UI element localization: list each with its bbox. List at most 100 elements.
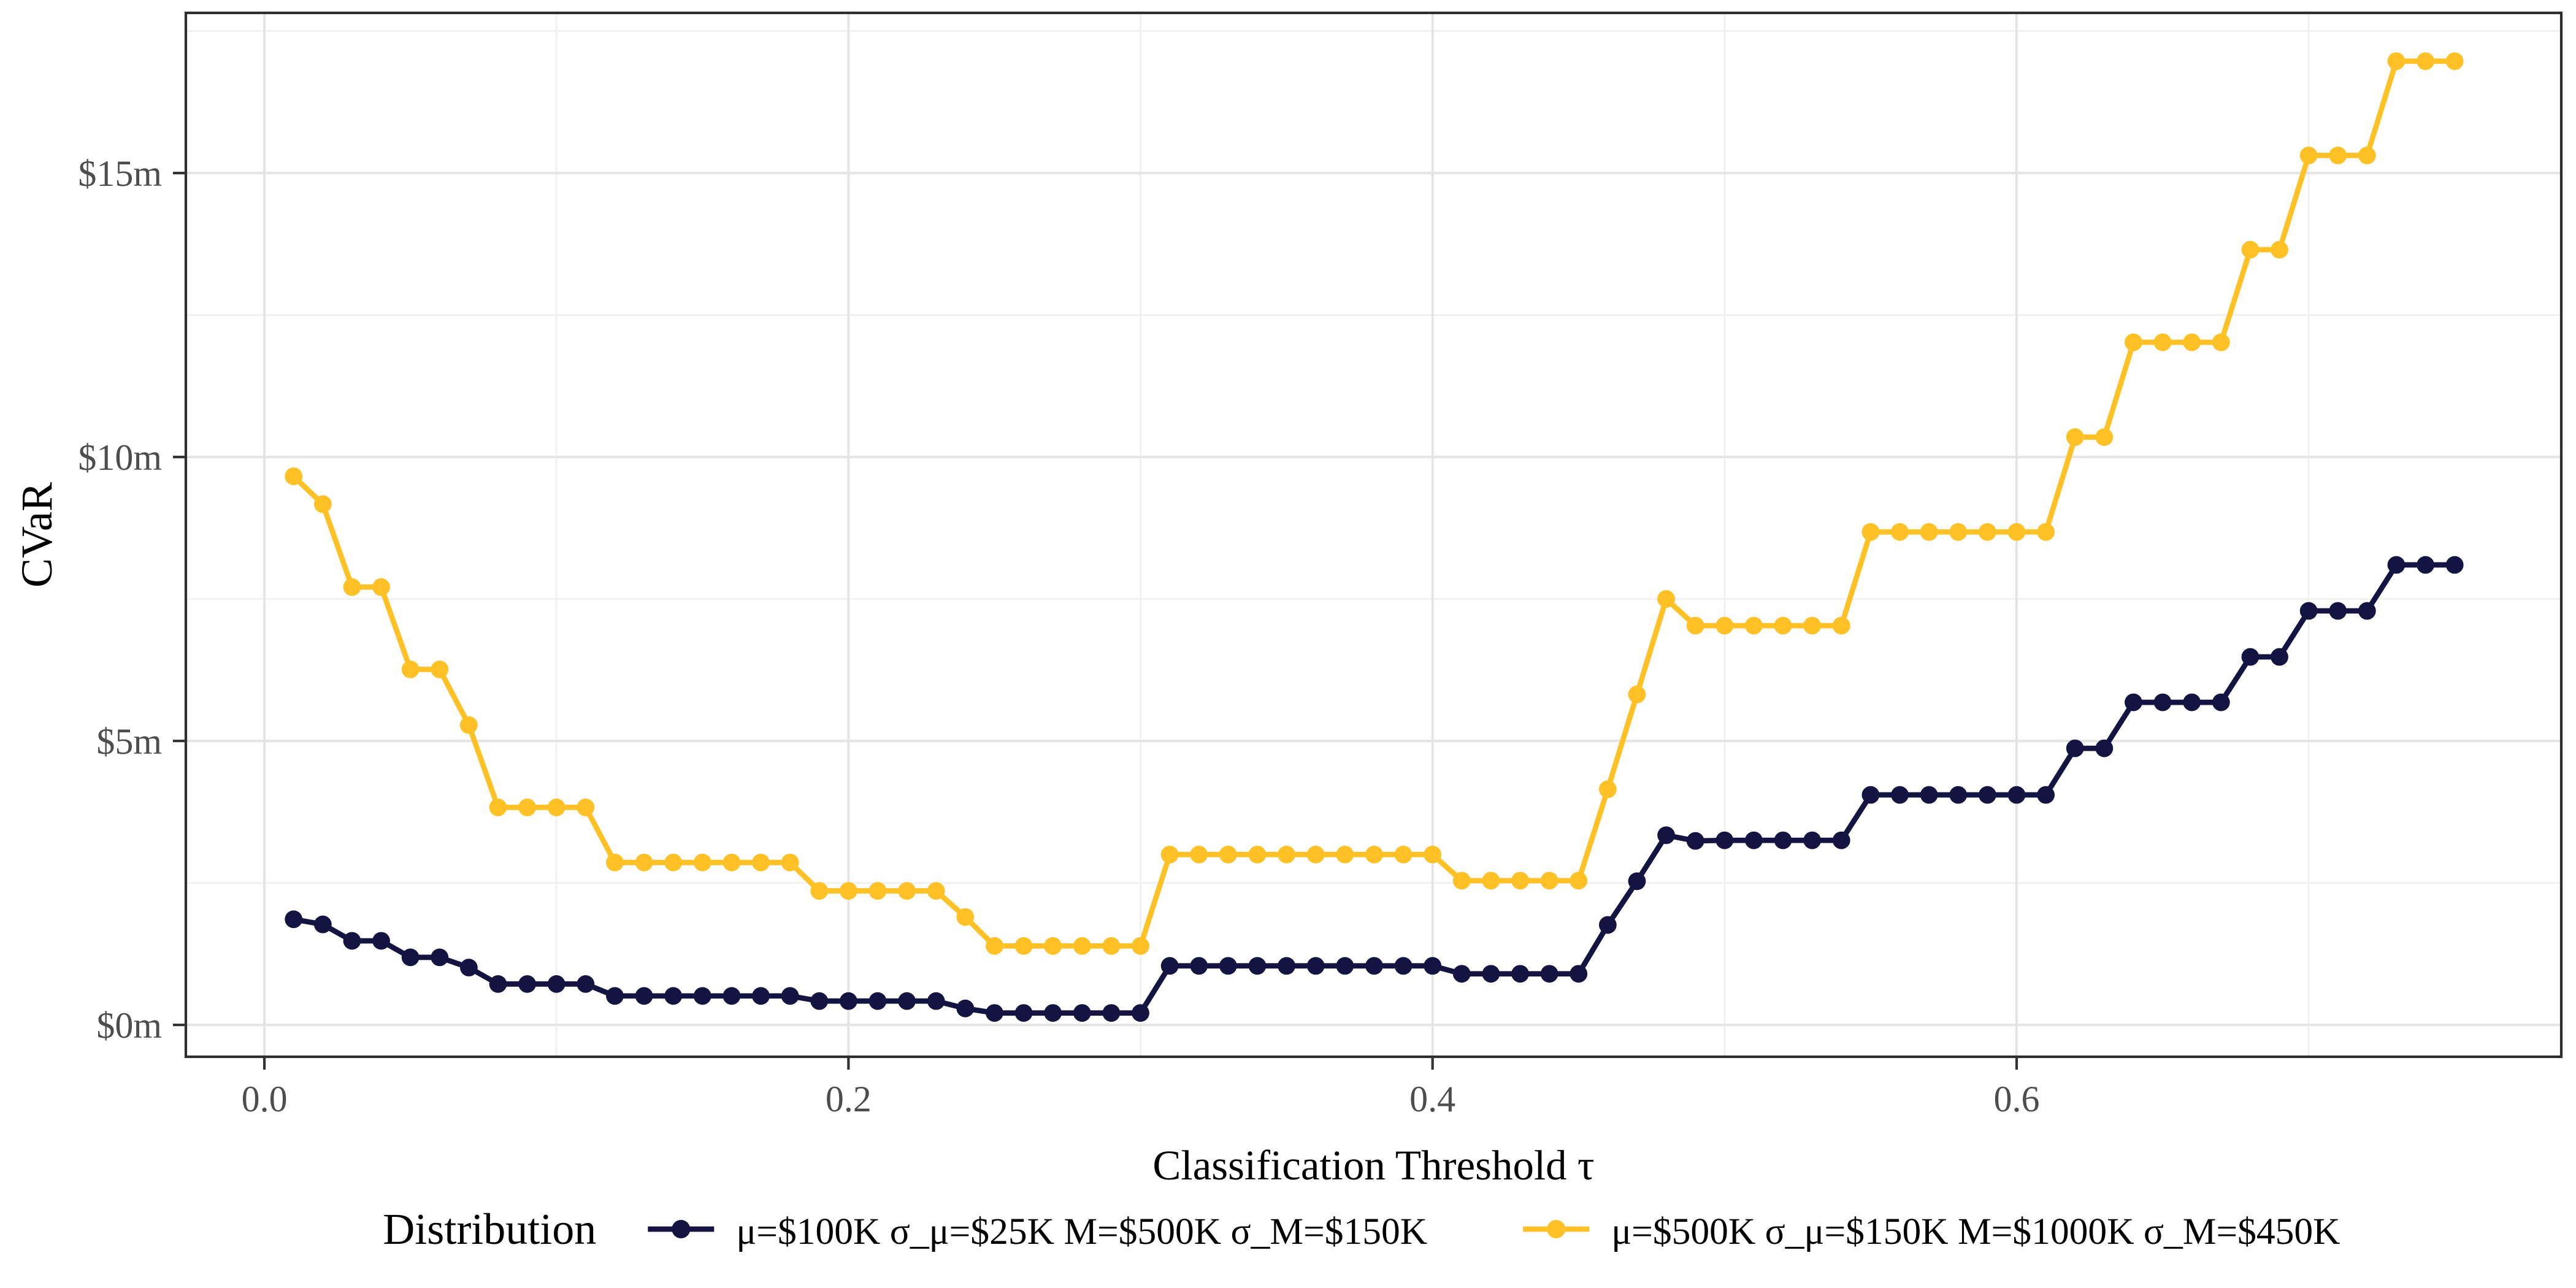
data-point xyxy=(868,992,887,1010)
x-tick-label: 0.6 xyxy=(1993,1079,2039,1119)
data-point xyxy=(1891,786,1909,804)
data-point xyxy=(664,987,683,1005)
data-point xyxy=(1044,1004,1062,1022)
data-point xyxy=(1715,831,1734,849)
data-point xyxy=(1686,832,1704,850)
data-point xyxy=(1424,957,1442,975)
data-point xyxy=(1073,1004,1091,1022)
data-point xyxy=(1745,616,1763,635)
data-point xyxy=(2271,648,2288,666)
data-point xyxy=(2037,523,2055,541)
x-axis-title: Classification Threshold τ xyxy=(1152,1142,1594,1189)
data-point xyxy=(1949,786,1968,804)
data-point xyxy=(1394,957,1413,975)
data-point xyxy=(781,853,799,872)
data-point xyxy=(693,987,711,1005)
data-point xyxy=(898,992,916,1010)
data-point xyxy=(956,999,975,1018)
data-point xyxy=(2329,602,2347,620)
data-point xyxy=(1160,957,1179,975)
data-point xyxy=(1190,957,1208,975)
data-point xyxy=(1861,786,1880,804)
data-point xyxy=(1803,831,1822,849)
data-point xyxy=(2007,786,2026,804)
data-point xyxy=(1452,872,1471,890)
data-point xyxy=(1452,965,1471,983)
data-point xyxy=(2417,52,2434,71)
data-point xyxy=(1482,965,1500,983)
data-point xyxy=(2241,648,2260,666)
x-tick-label: 0.4 xyxy=(1409,1079,1455,1119)
data-point xyxy=(2358,602,2376,620)
data-point xyxy=(1745,831,1763,849)
data-point xyxy=(2037,786,2055,804)
data-point xyxy=(723,853,741,872)
data-point xyxy=(1920,786,1938,804)
data-point xyxy=(1073,937,1091,955)
data-point xyxy=(927,882,945,900)
data-point xyxy=(1891,523,1909,541)
data-point xyxy=(1949,523,1968,541)
data-point xyxy=(2125,693,2142,711)
legend-label: μ=$100K σ_μ=$25K M=$500K σ_M=$150K xyxy=(736,1211,1427,1252)
data-point xyxy=(431,948,449,967)
data-point xyxy=(781,987,799,1005)
series-points xyxy=(285,52,2464,1022)
data-point xyxy=(1014,1004,1033,1022)
data-point xyxy=(927,992,945,1010)
legend-title: Distribution xyxy=(383,1205,596,1254)
data-point xyxy=(752,987,770,1005)
data-point xyxy=(577,799,595,816)
data-point xyxy=(1511,965,1529,983)
y-tick-label: $10m xyxy=(78,437,162,478)
data-point xyxy=(693,853,711,872)
data-point xyxy=(1219,957,1237,975)
data-point xyxy=(1102,937,1121,955)
y-axis-title: CVaR xyxy=(12,482,61,588)
data-point xyxy=(547,975,565,993)
data-point xyxy=(1336,957,1354,975)
data-point xyxy=(489,799,507,816)
data-point xyxy=(431,661,449,678)
data-point xyxy=(839,992,857,1010)
data-point xyxy=(1190,845,1208,864)
data-point xyxy=(1628,872,1646,891)
data-point xyxy=(401,948,420,967)
data-point xyxy=(313,915,332,933)
data-point xyxy=(1832,616,1850,635)
data-point xyxy=(2125,333,2142,351)
data-point xyxy=(1248,957,1267,975)
data-point xyxy=(2066,739,2084,757)
data-point xyxy=(868,882,887,900)
data-point xyxy=(1306,957,1325,975)
minor-gridlines xyxy=(186,13,2561,1057)
data-point xyxy=(1102,1004,1121,1022)
data-point xyxy=(986,937,1003,955)
data-point xyxy=(547,799,565,816)
legend-entries: μ=$100K σ_μ=$25K M=$500K σ_M=$150K μ=$500… xyxy=(648,1211,2340,1252)
data-point xyxy=(1920,523,1938,541)
data-point xyxy=(2153,333,2172,351)
data-point xyxy=(1336,845,1354,864)
data-point xyxy=(1365,845,1383,864)
data-point xyxy=(1511,872,1529,890)
data-point xyxy=(1774,831,1792,849)
data-point xyxy=(2299,147,2318,164)
data-point xyxy=(1598,916,1617,934)
data-point xyxy=(1978,786,1996,804)
data-point xyxy=(2358,147,2376,164)
data-point xyxy=(2095,739,2114,757)
data-point xyxy=(1803,616,1822,635)
data-point xyxy=(635,987,653,1005)
data-point xyxy=(1628,685,1646,703)
data-point xyxy=(372,932,390,950)
data-point xyxy=(489,975,507,993)
data-point xyxy=(343,578,361,596)
data-point xyxy=(810,882,829,900)
data-point xyxy=(577,975,595,993)
legend-key-dot xyxy=(672,1220,691,1238)
data-point xyxy=(372,578,390,596)
y-tick-label: $0m xyxy=(96,1005,162,1046)
data-point xyxy=(518,975,537,993)
